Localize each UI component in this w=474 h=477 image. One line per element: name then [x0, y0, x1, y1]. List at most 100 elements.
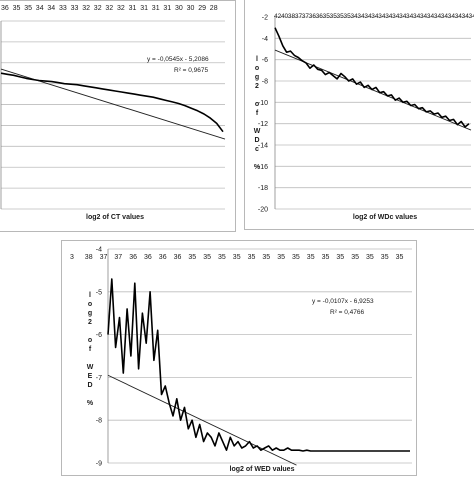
x-tick-label: 35 [233, 254, 241, 261]
x-tick-label: 34 [434, 13, 442, 20]
y-tick-label: -8 [96, 418, 102, 425]
x-axis-label: log2 of WED values [230, 466, 295, 473]
y-tick-label: -2 [262, 15, 268, 22]
chart-panel-wed: 3 38 37 37 36 36 36 36 35 35 35 35 35 35 35 35 35 35 35 35 3… [61, 240, 417, 476]
chart-svg-wed: 3 38 37 37 36 36 36 36 35 35 35 35 35 35 35 35 35 35 35 35 3… [70, 247, 412, 473]
x-tick-label: 38 [85, 254, 93, 261]
x-tick-label: 34 [36, 5, 44, 12]
x-tick-label: 40 [281, 13, 289, 20]
x-tick-label: 3 [70, 254, 74, 261]
y-axis-label-char: D [254, 137, 259, 144]
x-tick-label: 37 [100, 254, 108, 261]
x-tick-label: 36 [316, 13, 324, 20]
x-tick-label: 34 [420, 13, 428, 20]
x-tick-label: 34 [427, 13, 435, 20]
trendline-r2: R² = 0,4766 [330, 309, 365, 316]
x-tick-label: 33 [71, 5, 79, 12]
x-tick-label: 34 [455, 13, 463, 20]
x-tick-label: 31 [152, 5, 160, 12]
y-axis-label-char: 2 [88, 319, 92, 326]
y-tick-label: -6 [262, 57, 268, 64]
x-tick-label: 28 [210, 5, 218, 12]
x-tick-label: 31 [140, 5, 148, 12]
x-tick-label: 32 [82, 5, 90, 12]
y-tick-label: -14 [258, 143, 268, 150]
y-tick-label: -20 [258, 207, 268, 214]
trend-line [274, 49, 472, 131]
x-axis-label: log2 of CT values [86, 214, 144, 221]
x-tick-label: 31 [129, 5, 137, 12]
x-tick-label: 36 [144, 254, 152, 261]
x-tick-label: 35 [330, 13, 338, 20]
y-axis-label-char: o [255, 101, 259, 108]
x-tick-label: 34 [364, 13, 372, 20]
trendline-equation: y = -0,0107x - 6,9253 [312, 298, 374, 305]
x-tick-label: 34 [448, 13, 456, 20]
x-tick-label: 35 [307, 254, 315, 261]
x-tick-label: 34 [399, 13, 407, 20]
x-tick-label: 30 [187, 5, 195, 12]
chart-svg-wdc: 42 40 38 37 37 36 36 35 35 35 35 34 34 34 34 34 34 34 34 34… [254, 13, 474, 221]
y-tick-label: -10 [258, 100, 268, 107]
x-tick-label: 34 [357, 13, 365, 20]
x-tick-label: 34 [392, 13, 400, 20]
chart-svg-ct: 36 35 35 34 34 33 33 32 32 32 32 31 31 31 31 30 30 29 28lo… [0, 5, 226, 221]
y-tick-label: -16 [258, 164, 268, 171]
x-tick-label: 37 [302, 13, 310, 20]
y-tick-label: -5 [96, 289, 102, 296]
y-axis-label-char: o [255, 65, 259, 72]
x-tick-label: 34 [350, 13, 358, 20]
x-tick-label: 42 [274, 13, 282, 20]
x-tick-label: 35 [248, 254, 256, 261]
x-tick-label: 34 [441, 13, 449, 20]
x-tick-label: 34 [378, 13, 386, 20]
x-tick-label: 35 [323, 13, 331, 20]
y-axis-label-char: l [89, 292, 91, 299]
chart-panel-ct: 36 35 35 34 34 33 33 32 32 32 32 31 31 31 31 30 30 29 28 lo… [0, 0, 236, 232]
y-axis-label-char: % [87, 400, 94, 407]
x-tick-label: 35 [188, 254, 196, 261]
series-line-0 [0, 72, 224, 133]
x-tick-label: 36 [129, 254, 137, 261]
y-axis-label-char: f [256, 110, 259, 117]
trendline-equation: y = -0,0545x - 5,2086 [147, 56, 209, 63]
x-tick-label: 36 [1, 5, 9, 12]
x-tick-label: 36 [159, 254, 167, 261]
x-tick-label: 35 [336, 254, 344, 261]
x-axis-label: log2 of WDc values [353, 214, 417, 221]
y-axis-label-char: o [88, 301, 92, 308]
y-axis-label-char: E [88, 373, 93, 380]
x-tick-label: 35 [13, 5, 21, 12]
x-tick-label: 33 [59, 5, 67, 12]
y-tick-label: -7 [96, 375, 102, 382]
trend-line [107, 374, 297, 466]
x-tick-label: 35 [344, 13, 352, 20]
y-tick-label: -4 [96, 247, 102, 254]
x-tick-label: 36 [309, 13, 317, 20]
x-tick-label: 29 [198, 5, 206, 12]
chart-1-group: 42 40 38 37 37 36 36 35 35 35 35 34 34 34 34 34 34 34 34 34… [254, 13, 474, 221]
x-tick-label: 35 [24, 5, 32, 12]
x-tick-label: 35 [366, 254, 374, 261]
y-axis-label-char: g [88, 310, 92, 317]
x-tick-label: 36 [174, 254, 182, 261]
x-tick-label: 35 [322, 254, 330, 261]
x-tick-label: 34 [385, 13, 393, 20]
x-tick-label: 35 [262, 254, 270, 261]
y-axis-label-char: W [254, 128, 261, 135]
x-tick-label: 35 [203, 254, 211, 261]
x-tick-label: 35 [396, 254, 404, 261]
x-tick-label: 34 [462, 13, 470, 20]
chart-panel-wdc: 42 40 38 37 37 36 36 35 35 35 35 34 34 34 34 34 34 34 34 34… [244, 0, 474, 230]
trendline-r2: R² = 0,9675 [174, 67, 209, 74]
x-tick-label: 35 [277, 254, 285, 261]
x-tick-label: 32 [94, 5, 102, 12]
chart-2-group: 3 38 37 37 36 36 36 36 35 35 35 35 35 35 35 35 35 35 35 35 3… [70, 247, 412, 473]
y-axis-label-char: o [88, 337, 92, 344]
series-line-0 [274, 27, 470, 128]
y-axis-label-char: l [256, 56, 258, 63]
x-tick-label: 32 [105, 5, 113, 12]
x-tick-label: 34 [47, 5, 55, 12]
y-axis-label-char: f [89, 346, 92, 353]
x-tick-label: 34 [371, 13, 379, 20]
